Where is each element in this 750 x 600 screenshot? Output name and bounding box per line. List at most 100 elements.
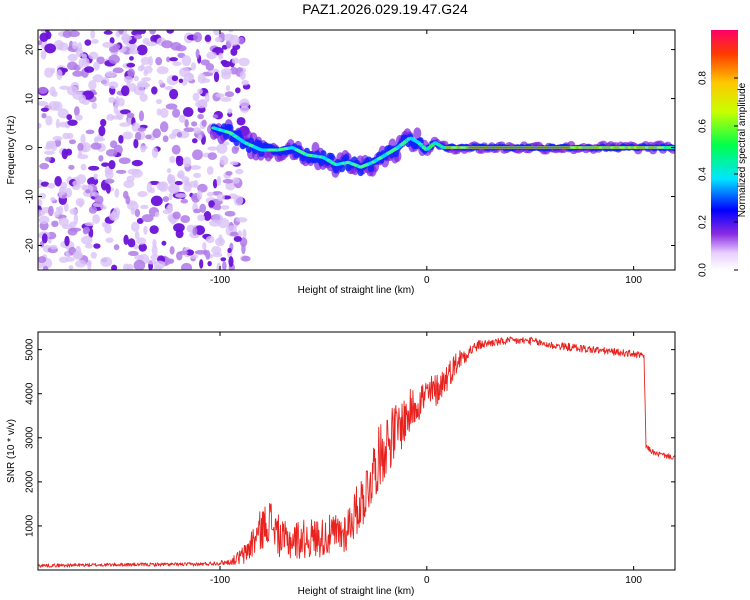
spectrogram-noise-blob	[207, 152, 218, 160]
spectrogram-noise-blob	[104, 223, 112, 234]
spectrogram-noise-blob	[170, 41, 182, 51]
spectrogram-noise-blob	[151, 86, 158, 95]
colorbar-tick-label: 0.4	[698, 167, 709, 181]
spectrogram-noise-blob	[143, 225, 148, 235]
spectrogram-noise-blob	[149, 30, 157, 35]
spectrogram-noise-blob	[48, 101, 60, 111]
spectrogram-noise-blob	[161, 40, 174, 49]
spectrogram-noise-blob	[57, 42, 69, 51]
snr-y-ticks: 1000 2000 3000 4000 5000	[25, 338, 675, 537]
spectrogram-noise-blob	[126, 62, 136, 68]
spectrogram-heatmap	[38, 30, 675, 270]
spectrogram-noise-blob	[65, 256, 75, 262]
spectrogram-noise-blob	[128, 49, 139, 55]
spectrogram-noise-blob	[192, 92, 200, 102]
spectrogram-noise-blob	[45, 142, 54, 149]
spectrogram-noise-blob	[219, 155, 229, 166]
spectrogram-noise-blob	[77, 142, 84, 152]
spectrogram-noise-blob	[149, 187, 155, 194]
spectrogram-noise-blob	[67, 53, 78, 62]
spectrogram-noise-blob	[108, 96, 116, 104]
spectrogram-noise-blob	[224, 210, 236, 217]
spectrogram-noise-blob	[113, 103, 119, 115]
spectrogram-noise-blob	[51, 90, 58, 98]
spectrogram-noise-blob	[140, 145, 148, 150]
spectrogram-noise-blob	[38, 122, 42, 129]
spectrogram-noise-blob	[193, 32, 203, 43]
spectrogram-noise-blob	[41, 233, 48, 244]
spectrogram-noise-blob	[233, 235, 242, 242]
spectrogram-noise-blob	[232, 177, 240, 184]
spectrogram-noise-blob	[90, 251, 97, 259]
spectrogram-noise-blob	[215, 93, 225, 98]
spectrogram-noise-blob	[73, 213, 79, 225]
spectrogram-noise-blob	[85, 243, 93, 249]
spectrogram-noise-blob	[54, 175, 62, 187]
spectrogram-noise-blob	[156, 181, 167, 191]
spectrogram-noise-blob	[44, 43, 57, 54]
spectrogram-noise-blob	[44, 150, 55, 155]
spectrogram-noise-blob	[64, 235, 70, 247]
spectrogram-noise-blob	[174, 180, 183, 186]
spectrogram-noise-blob	[181, 176, 190, 184]
spectrogram-noise-blob	[38, 209, 46, 217]
spectrogram-noise-blob	[139, 93, 148, 102]
spectrogram-noise-blob	[205, 63, 215, 71]
spectrogram-noise-blob	[180, 215, 191, 224]
spectrogram-noise-blob	[130, 221, 140, 232]
spectrogram-frame	[37, 29, 676, 271]
spectrogram-noise-blob	[212, 252, 223, 258]
snr-y-tick-label: 5000	[25, 338, 36, 361]
spectrogram-noise-blob	[85, 129, 95, 135]
spectrogram-noise-blob	[69, 208, 78, 215]
spectrogram-noise-blob	[108, 159, 116, 170]
snr-x-tick-label: 100	[625, 575, 642, 586]
spectrogram-noise-blob	[162, 209, 172, 215]
spectrogram-noise-blob	[214, 36, 223, 43]
spectrogram-noise-blob	[228, 256, 234, 268]
spectrogram-noise-blob	[122, 131, 133, 140]
spectrogram-noise-blob	[203, 211, 212, 221]
spectrogram-noise-blob	[204, 92, 210, 103]
spectrogram-noise-blob	[72, 70, 84, 77]
spectrogram-noise-blob	[38, 40, 43, 46]
spectrogram-y-tick-label: 10	[25, 93, 36, 105]
spectrogram-noise-blob	[141, 214, 154, 223]
spectrogram-noise-blob	[193, 172, 202, 179]
spectrogram-noise-blob	[73, 250, 83, 260]
spectrogram-noise-blob	[51, 220, 59, 228]
spectrogram-noise-blob	[78, 94, 87, 104]
spectrogram-noise-blob	[172, 61, 182, 67]
spectrogram-noise-blob	[93, 61, 100, 71]
snr-x-tick-label: -100	[210, 575, 230, 586]
spectrogram-noise-blob	[58, 217, 69, 227]
spectrogram-noise-blob	[241, 79, 249, 86]
spectrogram-noise-blob	[165, 103, 178, 110]
spectrogram-y-tick-label: -10	[25, 189, 36, 204]
spectrogram-noise-blob	[88, 165, 100, 171]
spectrogram-noise-blob	[166, 168, 172, 174]
spectrogram-noise-blob	[123, 180, 135, 189]
spectrogram-noise-blob	[220, 97, 232, 102]
spectrogram-noise-blob	[87, 260, 92, 270]
spectrogram-noise-blob	[109, 212, 120, 221]
spectrogram-noise-blob	[94, 195, 104, 205]
spectrogram-noise-blob	[207, 260, 212, 267]
spectrogram-noise-blob	[211, 245, 222, 255]
spectrogram-noise-blob	[65, 148, 73, 156]
spectrogram-noise-blob	[225, 85, 231, 92]
colorbar-tick-label: 0.8	[698, 71, 709, 85]
spectrogram-noise-blob	[180, 198, 189, 204]
spectrogram-noise-blob	[230, 47, 238, 56]
spectrogram-noise-blob	[156, 66, 169, 75]
spectrogram-noise-blob	[197, 88, 203, 95]
spectrogram-noise-blob	[134, 208, 141, 218]
snr-frame	[37, 331, 676, 571]
spectrogram-noise-blob	[75, 114, 83, 121]
spectrogram-noise-blob	[235, 87, 241, 94]
spectrogram-noise-blob	[92, 74, 104, 83]
spectrogram-noise-blob	[206, 166, 214, 175]
spectrogram-noise-blob	[55, 206, 61, 212]
spectrogram-noise-blob	[68, 164, 75, 170]
spectrogram-noise-blob	[136, 237, 147, 245]
